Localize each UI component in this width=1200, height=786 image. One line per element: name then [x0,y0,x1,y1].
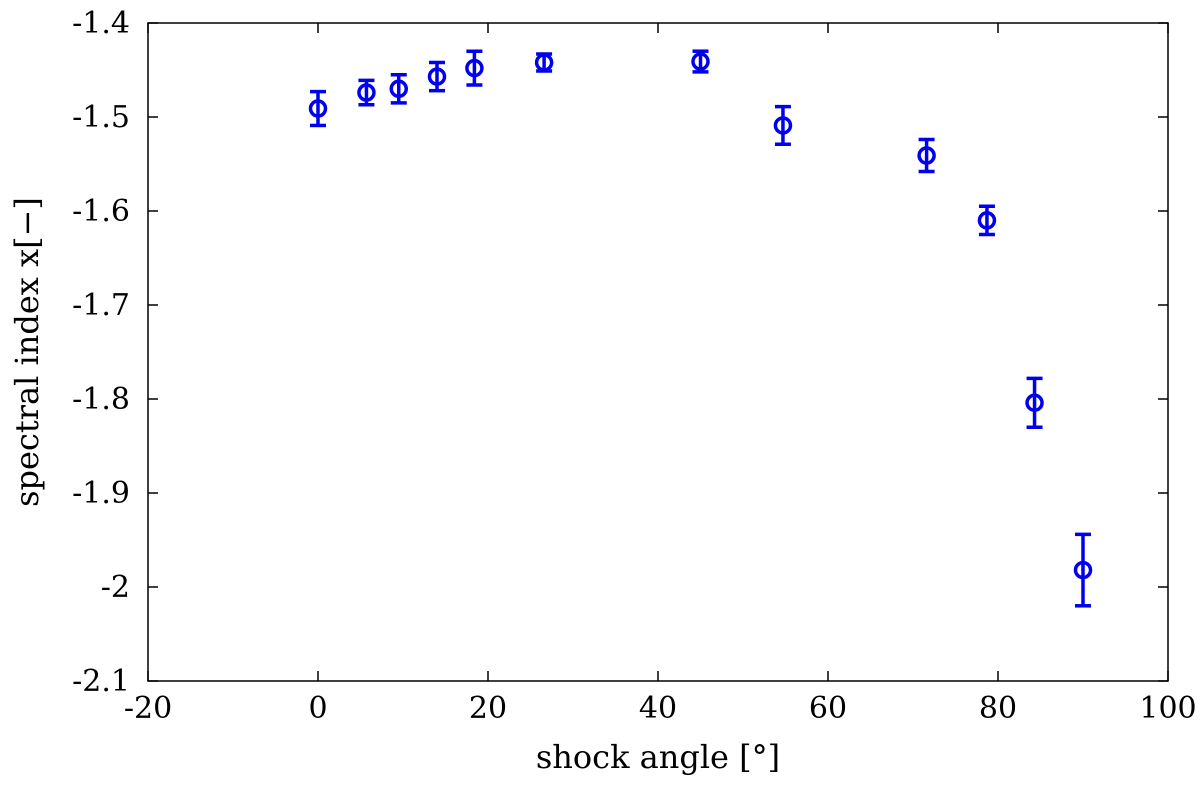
error-bar [1026,376,1043,429]
error-bar [978,204,995,237]
x-tick-label: 0 [308,691,327,726]
data-point [534,53,554,72]
y-tick-labels: -2.1 -2 -1.9 -1.8 -1.7 -1.6 -1.5 -1.4 [72,6,130,699]
y-tick-label: -1.5 [72,100,130,135]
data-point [917,146,936,165]
error-bar [1075,532,1091,608]
y-tick-label: -1.8 [72,382,130,417]
error-bar [774,104,791,147]
x-tick-label: 60 [809,691,847,726]
x-tick-label: 100 [1139,691,1196,726]
x-tick-label: 40 [639,691,677,726]
data-point [465,58,484,78]
error-bar [918,137,935,174]
y-tick-label: -1.4 [72,6,130,41]
y-tick-label: -1.7 [72,288,130,323]
error-bar [429,60,445,93]
error-bar [390,72,407,105]
x-tick-label: -20 [124,691,172,726]
y-axis-label: spectral index x[−] [8,197,46,507]
x-tick-labels: -20 0 20 40 60 80 100 [124,691,1197,726]
x-axis-label: shock angle [°] [536,738,780,776]
error-bar [310,89,326,128]
data-point [427,67,447,86]
data-point [691,52,710,71]
data-point [977,211,997,230]
data-point [773,116,793,135]
error-bar [466,49,483,87]
data-point [357,83,376,102]
x-tick-label: 80 [979,691,1017,726]
y-tick-label: -1.9 [72,476,130,511]
data-point [1025,393,1044,413]
x-tick-label: 20 [469,691,507,726]
data-point [1073,560,1093,580]
y-tick-label: -2.1 [72,664,130,699]
error-bars [310,49,1091,608]
y-tick-label: -1.6 [72,194,130,229]
axis-ticks [147,22,1169,682]
plot-area-frame [147,22,1169,682]
data-point [389,79,408,99]
y-tick-label: -2 [101,570,130,605]
data-point [308,99,328,118]
data-points [308,52,1093,580]
